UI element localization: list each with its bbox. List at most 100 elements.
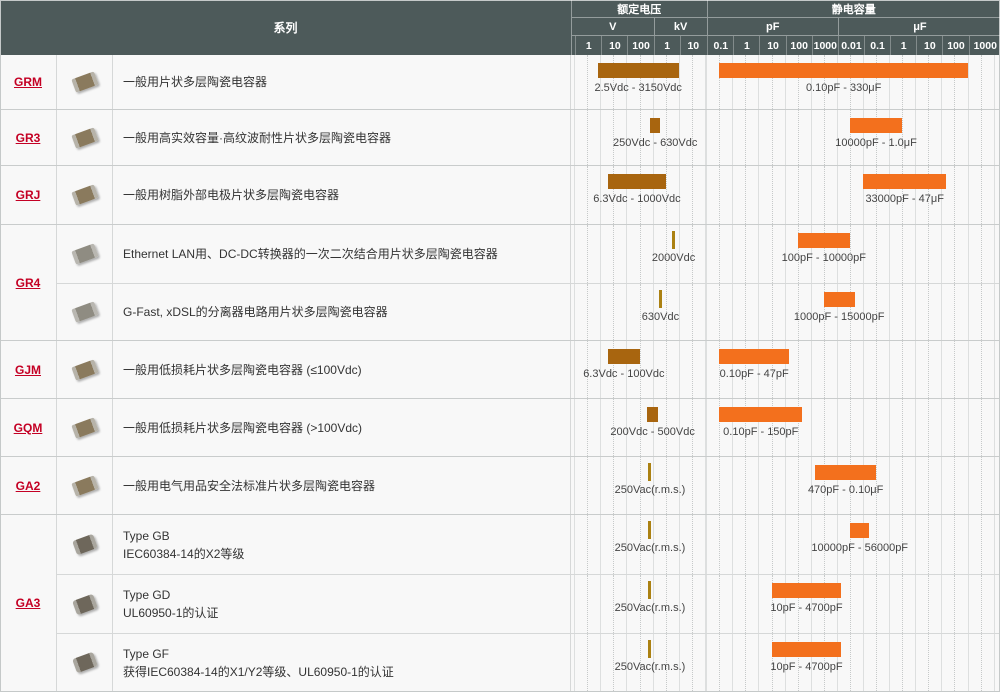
chip-image <box>71 651 98 674</box>
table-body: GRM 一般用片状多层陶瓷电容器 2.5Vdc - 3150Vdc 0.10pF - … <box>0 55 1000 692</box>
series-description: 一般用片状多层陶瓷电容器 <box>123 75 268 89</box>
rated-voltage-group-header: 额定电压 <box>617 3 662 16</box>
voltage-value-marker <box>648 521 652 539</box>
series-link-grm[interactable]: GRM <box>14 75 42 89</box>
series-link-ga2[interactable]: GA2 <box>15 478 41 493</box>
series-cell: GRM <box>0 55 57 109</box>
voltage-range-bar <box>608 349 640 364</box>
axis-tick-row: 1 10 100 1 10 0.1 1 10 100 1000 0.01 0.1 1 10 100 1000 <box>572 36 1000 55</box>
series-group: GRM 一般用片状多层陶瓷电容器 2.5Vdc - 3150Vdc 0.10pF - … <box>0 55 1000 110</box>
series-group: GJM 一般用低损耗片状多层陶瓷电容器 (≤100Vdc) 6.3Vdc - 100… <box>0 341 1000 399</box>
axis-tick-label: 1 <box>890 36 916 55</box>
series-description-line2: IEC60384-14的X2等级 <box>123 546 245 561</box>
range-chart: 250Vac(r.m.s.) 10pF - 4700pF <box>571 575 1000 633</box>
lineup-row: 一般用电气用品安全法标准片状多层陶瓷电容器 250Vac(r.m.s.) 470pF… <box>57 457 1000 514</box>
capacitance-range-bar <box>719 63 969 78</box>
lineup-row: Ethernet LAN用、DC-DC转换器的一次二次结合用片状多层陶瓷电容器 2… <box>57 225 1000 283</box>
chip-image <box>70 184 99 206</box>
series-description: Ethernet LAN用、DC-DC转换器的一次二次结合用片状多层陶瓷电容器 <box>123 247 498 261</box>
range-chart: 6.3Vdc - 1000Vdc 33000pF - 47μF <box>571 166 1000 224</box>
range-chart: 6.3Vdc - 100Vdc 0.10pF - 47pF <box>571 341 1000 398</box>
voltage-value-marker <box>658 290 662 308</box>
range-chart: 250Vac(r.m.s.) 10pF - 4700pF <box>571 634 1000 691</box>
voltage-value-marker <box>648 640 652 658</box>
series-description: 一般用树脂外部电极片状多层陶瓷电容器 <box>123 188 340 202</box>
series-link-gjm[interactable]: GJM <box>14 362 41 377</box>
series-description-line2: UL60950-1的认证 <box>123 606 219 620</box>
capacitance-range-label: 0.10pF - 330μF <box>805 82 882 94</box>
chip-image <box>70 474 99 497</box>
axis-tick-label: 0.01 <box>837 36 864 55</box>
capacitance-range-bar <box>719 407 803 422</box>
axis-tick-label: 100 <box>942 36 968 55</box>
capacitance-range-bar <box>849 523 870 538</box>
axis-tick-label: 1000 <box>968 36 1000 55</box>
voltage-range-label: 630Vdc <box>641 311 680 323</box>
axis-tick-label: 1 <box>575 36 601 55</box>
voltage-range-label: 250Vac(r.m.s.) <box>614 661 686 673</box>
axis-tick-label: 1000 <box>811 36 838 55</box>
range-chart: 200Vdc - 500Vdc 0.10pF - 150pF <box>571 399 1000 456</box>
unit-header-uf: μF <box>837 18 1000 35</box>
chip-image <box>70 126 99 149</box>
axis-tick-label: 10 <box>679 36 706 55</box>
axis-tick-label: 1 <box>653 36 680 55</box>
series-cell: GQM <box>0 399 57 456</box>
lineup-row: Type GD UL60950-1的认证 250Vac(r.m.s.) 10pF - … <box>57 574 1000 633</box>
voltage-range-bar <box>597 63 679 78</box>
lineup-row: Type GF 获得IEC60384-14的X1/Y2等级、UL60950-1的认… <box>57 633 1000 691</box>
series-link-gr3[interactable]: GR3 <box>15 130 41 145</box>
capacitance-range-label: 0.10pF - 150pF <box>723 426 799 438</box>
capacitance-range-label: 100pF - 10000pF <box>781 252 867 264</box>
capacitance-range-bar <box>849 118 903 133</box>
range-chart: 2.5Vdc - 3150Vdc 0.10pF - 330μF <box>571 55 1000 109</box>
series-link-ga3[interactable]: GA3 <box>15 596 41 610</box>
series-cell: GRJ <box>0 166 57 224</box>
voltage-range-label: 2000Vdc <box>651 252 696 264</box>
series-link-gr4[interactable]: GR4 <box>15 275 41 290</box>
series-group: GQM 一般用低损耗片状多层陶瓷电容器 (>100Vdc) 200Vdc - 500… <box>0 399 1000 457</box>
range-chart: 250Vac(r.m.s.) 10000pF - 56000pF <box>571 515 1000 574</box>
series-group: GA2 一般用电气用品安全法标准片状多层陶瓷电容器 250Vac(r.m.s.) 47… <box>0 457 1000 515</box>
series-column-header: 系列 <box>0 0 571 55</box>
capacitance-range-bar <box>797 233 850 248</box>
lineup-row: Type GB IEC60384-14的X2等级 250Vac(r.m.s.) 100… <box>57 515 1000 574</box>
series-link-gqm[interactable]: GQM <box>13 420 43 435</box>
capacitance-group-header: 静电容量 <box>706 0 1000 17</box>
capacitance-range-bar <box>771 642 842 657</box>
series-group: GA3 Type GB IEC60384-14的X2等级 250Vac(r.m.s.)… <box>0 515 1000 692</box>
voltage-range-label: 2.5Vdc - 3150Vdc <box>594 82 682 94</box>
voltage-range-label: 6.3Vdc - 100Vdc <box>583 368 665 380</box>
axis-tick-label: 100 <box>785 36 812 55</box>
range-chart: 2000Vdc 100pF - 10000pF <box>571 225 1000 283</box>
voltage-range-bar <box>608 174 666 189</box>
series-description: 一般用电气用品安全法标准片状多层陶瓷电容器 <box>123 478 376 493</box>
axis-tick-label: 10 <box>916 36 942 55</box>
voltage-range-bar <box>647 407 658 422</box>
capacitance-range-label: 10000pF - 56000pF <box>811 542 909 554</box>
lineup-row: 一般用高实效容量·高纹波耐性片状多层陶瓷电容器 250Vdc - 630Vdc 10… <box>57 110 1000 165</box>
series-group: GR4 Ethernet LAN用、DC-DC转换器的一次二次结合用片状多层陶瓷电… <box>0 225 1000 341</box>
lineup-row: G-Fast, xDSL的分离器电路用片状多层陶瓷电容器 630Vdc 1000pF… <box>57 283 1000 340</box>
series-link-grj[interactable]: GRJ <box>15 188 41 202</box>
unit-header-pf: pF <box>706 18 838 35</box>
voltage-value-marker <box>648 581 652 599</box>
capacitance-range-bar <box>815 465 877 480</box>
voltage-range-label: 250Vac(r.m.s.) <box>614 602 686 614</box>
voltage-value-marker <box>672 231 676 249</box>
capacitance-range-bar <box>771 583 842 598</box>
axis-tick-label: 0.1 <box>864 36 890 55</box>
series-description: G-Fast, xDSL的分离器电路用片状多层陶瓷电容器 <box>123 305 388 319</box>
capacitance-range-bar <box>863 174 946 189</box>
series-cell: GA3 <box>0 515 57 691</box>
series-cell: GA2 <box>0 457 57 514</box>
axis-tick-label: 0.1 <box>707 36 733 55</box>
series-description: 一般用高实效容量·高纹波耐性片状多层陶瓷电容器 <box>123 130 391 145</box>
axis-tick-label: 1 <box>733 36 759 55</box>
series-description: Type GD <box>123 588 171 602</box>
capacitance-range-label: 10pF - 4700pF <box>770 661 843 673</box>
